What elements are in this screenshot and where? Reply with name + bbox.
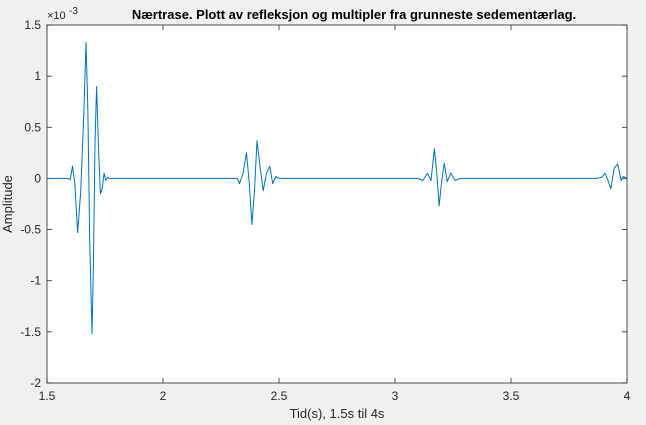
x-tick-label: 3.5 <box>503 389 520 403</box>
y-tick-label: -0.5 <box>20 223 41 237</box>
y-tick-label: 1.5 <box>24 18 41 32</box>
x-axis-label: Tid(s), 1.5s til 4s <box>290 406 385 421</box>
y-exponent-base: ×10 <box>47 10 66 22</box>
y-tick-label: 1 <box>34 69 41 83</box>
y-tick-label: -1.5 <box>20 325 41 339</box>
plot-area <box>47 25 627 383</box>
x-tick-label: 3 <box>392 389 399 403</box>
y-tick-label: 0.5 <box>24 120 41 134</box>
y-exponent: ×10 -3 <box>47 6 78 22</box>
chart-title: Nærtrase. Plott av refleksjon og multipl… <box>132 7 576 22</box>
y-tick-label: 0 <box>34 171 41 185</box>
x-tick-label: 2.5 <box>271 389 288 403</box>
y-tick-label: -1 <box>30 274 41 288</box>
series-line <box>47 41 628 335</box>
x-tick-label: 1.5 <box>39 389 56 403</box>
tick-labels-group: 1.5 2 2.5 3 3.5 4 1.5 1 0.5 0 -0.5 -1 -1.5 -2 <box>20 18 630 403</box>
y-exponent-power: -3 <box>69 6 78 17</box>
x-tick-label: 2 <box>160 389 167 403</box>
axes-box <box>46 24 628 384</box>
x-tick-label: 4 <box>624 389 631 403</box>
y-axis-label: Amplitude <box>0 175 15 233</box>
y-tick-label: -2 <box>30 376 41 390</box>
